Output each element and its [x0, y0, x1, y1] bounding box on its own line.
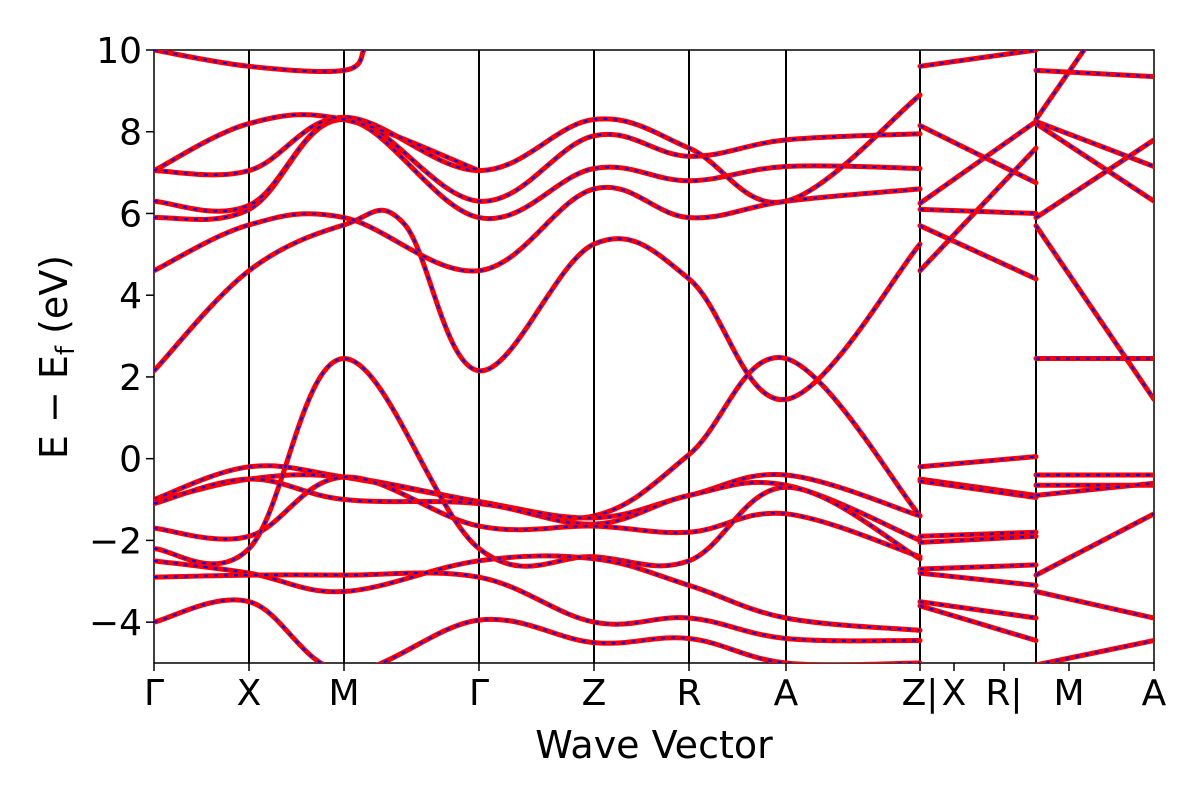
- band-dashed-31: [1035, 120, 1154, 168]
- band-dashed-32: [1035, 122, 1154, 203]
- x-tick-label: M: [1053, 673, 1084, 714]
- y-tick-label: 2: [119, 358, 142, 399]
- band-dashed-3: [154, 116, 921, 213]
- band-dashed-34: [1035, 225, 1154, 401]
- band-solid-28: [917, 599, 1039, 621]
- x-tick-label: A: [1142, 673, 1167, 714]
- x-axis-title: Wave Vector: [535, 723, 773, 767]
- band-dashed-41: [1040, 639, 1154, 663]
- y-axis-title: E − Ef (eV): [32, 255, 81, 459]
- band-lines: [154, 50, 1154, 663]
- band-dashed-19: [919, 120, 1037, 205]
- band-dashed-11: [154, 357, 921, 568]
- band-dashed-39: [1035, 512, 1154, 577]
- band-solid-25: [917, 533, 1039, 545]
- band-dashed-2: [154, 118, 921, 221]
- band-solid-10: [154, 474, 923, 560]
- y-axis-title-subscript: f: [51, 345, 81, 355]
- band-dashed-13: [154, 571, 921, 642]
- y-tick-label: 4: [119, 276, 142, 317]
- y-tick-label: 10: [96, 31, 142, 72]
- band-solid-15: [917, 50, 1039, 69]
- y-axis-ticks: −4 −2 0 2 4 6 8 10: [89, 31, 154, 644]
- band-solid-26: [917, 562, 1039, 572]
- band-solid-30: [1033, 67, 1154, 80]
- x-axis-ticks: Γ X M Γ Z R A Z| X R| M A: [144, 663, 1167, 714]
- band-solid-14: [154, 597, 923, 663]
- y-axis-title-main: E − E: [32, 355, 76, 459]
- band-solid-2: [154, 116, 923, 223]
- band-solid-38: [1033, 480, 1154, 498]
- band-solid-27: [917, 570, 1039, 588]
- x-tick-label: A: [774, 673, 799, 714]
- band-solid-21: [917, 454, 1039, 470]
- band-solid-4: [154, 92, 923, 205]
- y-tick-label: 6: [119, 194, 142, 235]
- band-solid-5: [154, 50, 367, 75]
- x-tick-label: R|: [985, 673, 1022, 714]
- x-tick-label: M: [328, 673, 359, 714]
- x-tick-label: Γ: [144, 673, 164, 714]
- band-dashed-29: [919, 604, 1037, 642]
- y-tick-label: 0: [119, 440, 142, 481]
- band-solid-8: [154, 471, 923, 521]
- band-solid-0: [154, 207, 923, 402]
- band-dashed-9: [154, 477, 921, 542]
- band-solid-18: [917, 206, 1039, 216]
- x-tick-label: Z: [582, 673, 607, 714]
- y-tick-label: −2: [89, 521, 142, 562]
- y-axis-title-unit: (eV): [32, 255, 76, 346]
- band-dashed-17: [919, 224, 1037, 280]
- plot-area: [153, 49, 1155, 664]
- band-dashed-20: [919, 124, 1037, 184]
- band-dashed-7: [154, 356, 921, 520]
- x-tick-label: Γ: [469, 673, 489, 714]
- band-dashed-42: [1035, 50, 1085, 121]
- band-solid-23: [917, 478, 1039, 500]
- x-tick-label: R: [676, 673, 701, 714]
- band-dashed-14: [154, 598, 920, 663]
- band-dashed-16: [919, 147, 1037, 272]
- y-tick-label: −4: [89, 603, 142, 644]
- band-solid-13: [154, 570, 923, 644]
- x-tick-label: X: [942, 673, 967, 714]
- band-solid-7: [154, 354, 923, 521]
- x-tick-label: X: [237, 673, 262, 714]
- band-dashed-12: [154, 554, 921, 632]
- band-solid-24: [917, 529, 1039, 539]
- x-tick-label: Z|: [902, 673, 939, 714]
- band-dashed-6: [154, 113, 480, 172]
- band-dashed-40: [1035, 590, 1154, 620]
- y-tick-label: 8: [119, 113, 142, 154]
- band-dashed-33: [1035, 138, 1154, 219]
- svg-text:E − Ef (eV): E − Ef (eV): [32, 255, 81, 459]
